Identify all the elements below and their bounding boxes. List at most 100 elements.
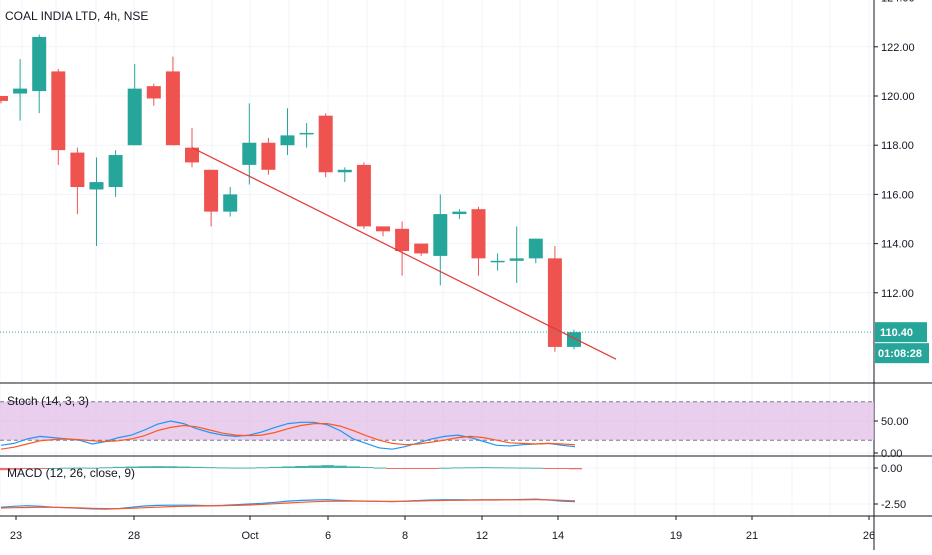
macd-histogram-bar bbox=[268, 466, 282, 468]
trendline bbox=[191, 147, 617, 360]
macd-histogram-bar bbox=[503, 467, 517, 469]
macd-histogram-bar bbox=[438, 467, 452, 469]
stoch-band-layer bbox=[0, 401, 874, 441]
candle bbox=[204, 169, 219, 227]
candle-body bbox=[204, 169, 219, 212]
candle-body bbox=[13, 88, 28, 94]
price-tick-label: 116.00 bbox=[881, 189, 914, 201]
time-tick-label: 26 bbox=[863, 530, 875, 542]
symbol-title[interactable]: COAL INDIA LTD, 4h, NSE bbox=[5, 9, 149, 23]
time-tick-label: 28 bbox=[128, 530, 140, 542]
candle bbox=[452, 209, 467, 219]
candle bbox=[433, 194, 448, 286]
time-tick-label: 6 bbox=[325, 530, 331, 542]
macd-tick-label: -2.50 bbox=[881, 499, 906, 511]
candle-body bbox=[146, 86, 161, 99]
macd-histogram-bar bbox=[21, 468, 35, 469]
candle bbox=[13, 59, 28, 121]
macd-histogram-bar bbox=[542, 468, 556, 469]
macd-histogram-bar bbox=[255, 467, 269, 469]
stoch-band bbox=[0, 401, 874, 441]
macd-histogram-bar bbox=[282, 466, 295, 468]
candle bbox=[108, 150, 123, 197]
candle bbox=[490, 253, 505, 271]
macd-histogram-bar bbox=[190, 466, 204, 468]
time-tick-label: 19 bbox=[670, 530, 682, 542]
time-tick-label: 12 bbox=[476, 530, 488, 542]
candle-body bbox=[547, 258, 562, 347]
macd-histogram-bar bbox=[138, 466, 152, 468]
macd-histogram-bar bbox=[203, 467, 217, 469]
candle bbox=[89, 157, 104, 247]
macd-histogram-bar bbox=[177, 466, 191, 468]
candle-layer[interactable] bbox=[0, 34, 581, 352]
macd-histogram-bar bbox=[321, 465, 335, 468]
price-tick-label: 118.00 bbox=[881, 140, 914, 152]
stoch-k-line bbox=[0, 420, 576, 450]
macd-histogram-bar bbox=[490, 467, 504, 469]
macd-histogram-bar bbox=[216, 467, 230, 469]
macd-histogram-bar bbox=[47, 468, 61, 469]
candle-body bbox=[356, 164, 371, 227]
candle bbox=[51, 68, 66, 165]
candle-body bbox=[299, 132, 314, 135]
macd-histogram-bar bbox=[308, 465, 322, 468]
macd-histogram-bar bbox=[347, 466, 361, 468]
macd-histogram-bar bbox=[516, 467, 530, 469]
macd-histogram-bar bbox=[569, 468, 582, 470]
candle-body bbox=[471, 209, 486, 259]
candle-body bbox=[490, 260, 505, 263]
candle bbox=[356, 162, 371, 229]
candle bbox=[165, 56, 180, 146]
candle-body bbox=[567, 332, 581, 347]
candle bbox=[318, 113, 333, 178]
macd-histogram-bar bbox=[425, 468, 439, 469]
macd-histogram-bar bbox=[151, 466, 165, 468]
candle bbox=[70, 147, 85, 215]
candle-body bbox=[108, 155, 123, 188]
candle bbox=[509, 226, 524, 283]
candle-body bbox=[318, 115, 333, 173]
candle-body bbox=[395, 228, 410, 251]
candle bbox=[127, 64, 142, 146]
macd-histogram-bar bbox=[451, 467, 465, 469]
stoch-tick-label: 0.00 bbox=[881, 448, 902, 460]
axis-layer[interactable]: 112.00114.00116.00118.00120.00122.00124.… bbox=[10, 0, 929, 542]
price-tick-label: 114.00 bbox=[881, 239, 914, 251]
stoch-tick-label: 50.00 bbox=[881, 416, 909, 428]
trendline-layer[interactable] bbox=[0, 147, 874, 360]
macd-histogram-bar bbox=[295, 465, 309, 468]
countdown-label: 01:08:28 bbox=[878, 348, 922, 360]
macd-histogram-bar bbox=[73, 467, 87, 469]
macd-histogram-bar bbox=[373, 467, 387, 469]
stoch-d-line bbox=[0, 423, 576, 450]
time-tick-label: 21 bbox=[746, 530, 758, 542]
macd-histogram-bar bbox=[242, 467, 256, 469]
candle-body bbox=[261, 142, 276, 170]
macd-signal-line bbox=[0, 499, 576, 510]
macd-histogram-bar bbox=[412, 468, 426, 469]
candle-body bbox=[280, 135, 295, 146]
countdown-tag bbox=[875, 343, 929, 364]
candle bbox=[299, 123, 314, 148]
candle bbox=[414, 243, 429, 256]
stoch-title[interactable]: Stoch (14, 3, 3) bbox=[7, 394, 90, 408]
price-tick-label: 112.00 bbox=[881, 288, 914, 300]
candle-body bbox=[89, 182, 104, 190]
candle bbox=[471, 206, 486, 276]
candle bbox=[528, 238, 543, 264]
macd-title[interactable]: MACD (12, 26, close, 9) bbox=[7, 466, 136, 480]
candle bbox=[261, 137, 276, 175]
macd-histogram-bar bbox=[477, 467, 491, 469]
candle-body bbox=[452, 211, 467, 215]
macd-histogram-bar bbox=[99, 467, 113, 469]
macd-histogram-bar bbox=[112, 466, 126, 468]
candle bbox=[242, 103, 257, 185]
time-tick-label: Oct bbox=[241, 530, 258, 542]
candle-body bbox=[509, 258, 524, 261]
candle-body bbox=[0, 96, 8, 101]
candle-body bbox=[127, 88, 142, 146]
candle-body bbox=[337, 169, 352, 173]
